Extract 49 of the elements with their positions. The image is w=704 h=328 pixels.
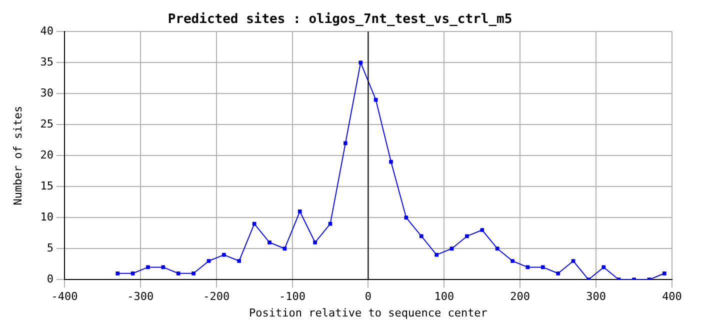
- point: [222, 252, 226, 257]
- y-tick-label: 30: [40, 86, 54, 100]
- point: [116, 271, 120, 276]
- y-tick-label: 5: [46, 241, 54, 254]
- x-tick-label: -300: [127, 290, 154, 304]
- point: [268, 240, 272, 244]
- point: [404, 216, 408, 220]
- chart-title: Predicted sites : oligos_7nt_test_vs_ctrl_m5: [168, 12, 512, 28]
- y-tick-label: 15: [40, 179, 54, 192]
- y-axis-title: Number of sites: [11, 106, 24, 206]
- point: [358, 60, 363, 65]
- point: [662, 271, 666, 276]
- point: [510, 259, 514, 263]
- point: [434, 252, 438, 257]
- point: [465, 234, 469, 238]
- x-tick-label: 400: [662, 290, 682, 304]
- point: [419, 234, 424, 238]
- x-tick-label: 300: [586, 290, 606, 304]
- y-tick-label: 0: [46, 272, 54, 286]
- point: [450, 246, 454, 251]
- y-tick-label: 20: [40, 148, 54, 162]
- x-tick-label: 0: [364, 290, 372, 304]
- y-tick-label: 25: [40, 117, 54, 130]
- point: [389, 160, 393, 164]
- point: [237, 259, 242, 263]
- point: [282, 246, 287, 251]
- x-tick-label: -400: [51, 290, 78, 304]
- y-tick-label: 35: [40, 55, 54, 68]
- point: [556, 271, 560, 276]
- point: [571, 259, 576, 263]
- point: [480, 228, 484, 232]
- point: [298, 209, 302, 214]
- y-tick-label: 10: [40, 210, 54, 224]
- point: [130, 271, 135, 276]
- point: [313, 240, 317, 244]
- point: [344, 141, 348, 146]
- x-tick-label: -200: [203, 290, 230, 304]
- y-tick-label: 40: [40, 24, 54, 38]
- point: [602, 265, 606, 270]
- x-tick-label: 200: [510, 290, 530, 304]
- point: [495, 246, 500, 251]
- point: [540, 265, 545, 270]
- point: [206, 259, 211, 263]
- point: [176, 271, 180, 276]
- x-tick-label: 100: [434, 290, 454, 304]
- x-tick-label: -100: [279, 290, 306, 304]
- point: [192, 271, 196, 276]
- point: [146, 265, 150, 270]
- x-axis-title: Position relative to sequence center: [249, 306, 488, 320]
